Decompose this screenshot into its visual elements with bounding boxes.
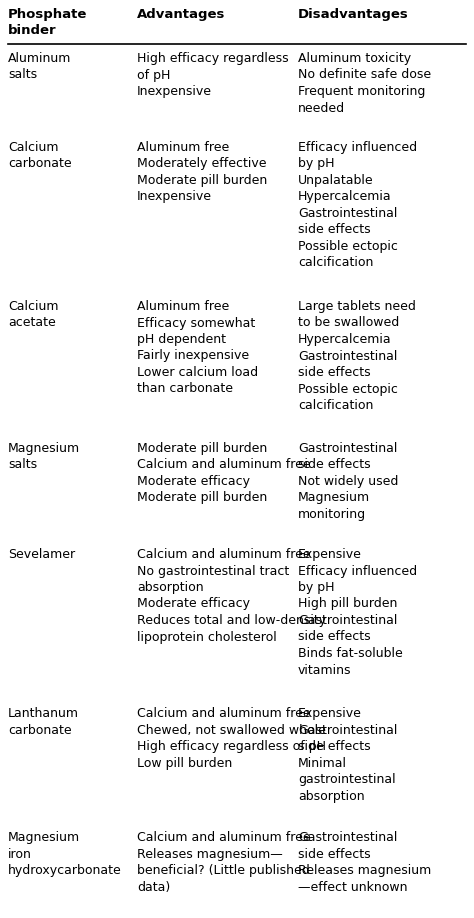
- Text: Calcium and aluminum free
Releases magnesium—
beneficial? (Little published
data: Calcium and aluminum free Releases magne…: [137, 831, 310, 894]
- Text: Efficacy influenced
by pH
Unpalatable
Hypercalcemia
Gastrointestinal
side effect: Efficacy influenced by pH Unpalatable Hy…: [298, 140, 417, 269]
- Text: Expensive
Efficacy influenced
by pH
High pill burden
Gastrointestinal
side effec: Expensive Efficacy influenced by pH High…: [298, 548, 417, 677]
- Text: Phosphate
binder: Phosphate binder: [8, 8, 87, 37]
- Text: Advantages: Advantages: [137, 8, 225, 21]
- Text: Aluminum free
Efficacy somewhat
pH dependent
Fairly inexpensive
Lower calcium lo: Aluminum free Efficacy somewhat pH depen…: [137, 300, 258, 396]
- Text: Expensive
Gastrointestinal
side effects
Minimal
gastrointestinal
absorption: Expensive Gastrointestinal side effects …: [298, 707, 397, 802]
- Text: Gastrointestinal
side effects
Releases magnesium
—effect unknown: Gastrointestinal side effects Releases m…: [298, 831, 431, 894]
- Text: Gastrointestinal
side effects
Not widely used
Magnesium
monitoring: Gastrointestinal side effects Not widely…: [298, 442, 398, 521]
- Text: Magnesium
salts: Magnesium salts: [8, 442, 80, 471]
- Text: Moderate pill burden
Calcium and aluminum free
Moderate efficacy
Moderate pill b: Moderate pill burden Calcium and aluminu…: [137, 442, 310, 504]
- Text: Calcium
acetate: Calcium acetate: [8, 300, 58, 330]
- Text: Aluminum
salts: Aluminum salts: [8, 52, 72, 82]
- Text: Magnesium
iron
hydroxycarbonate: Magnesium iron hydroxycarbonate: [8, 831, 122, 878]
- Text: Large tablets need
to be swallowed
Hypercalcemia
Gastrointestinal
side effects
P: Large tablets need to be swallowed Hyper…: [298, 300, 416, 412]
- Text: Aluminum free
Moderately effective
Moderate pill burden
Inexpensive: Aluminum free Moderately effective Moder…: [137, 140, 267, 203]
- Text: Calcium
carbonate: Calcium carbonate: [8, 140, 72, 170]
- Text: Calcium and aluminum free
Chewed, not swallowed whole
High efficacy regardless o: Calcium and aluminum free Chewed, not sw…: [137, 707, 326, 769]
- Text: Disadvantages: Disadvantages: [298, 8, 409, 21]
- Text: Sevelamer: Sevelamer: [8, 548, 75, 561]
- Text: High efficacy regardless
of pH
Inexpensive: High efficacy regardless of pH Inexpensi…: [137, 52, 289, 98]
- Text: Aluminum toxicity
No definite safe dose
Frequent monitoring
needed: Aluminum toxicity No definite safe dose …: [298, 52, 431, 115]
- Text: Calcium and aluminum free
No gastrointestinal tract
absorption
Moderate efficacy: Calcium and aluminum free No gastrointes…: [137, 548, 326, 644]
- Text: Lanthanum
carbonate: Lanthanum carbonate: [8, 707, 79, 737]
